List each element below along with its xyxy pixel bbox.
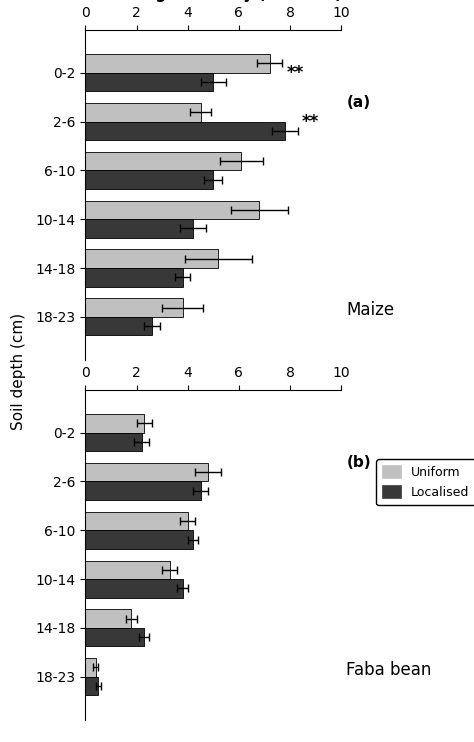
Bar [85,609,131,628]
Bar [85,200,259,219]
Bar [85,512,188,531]
Bar [85,73,213,91]
Bar [85,414,144,433]
X-axis label: Root length density (cm cm⁻³): Root length density (cm cm⁻³) [84,0,342,2]
Bar [85,433,142,451]
Legend: Uniform, Localised: Uniform, Localised [376,459,474,505]
Bar [85,219,193,237]
Bar [85,249,219,268]
Bar [85,122,285,140]
Bar [85,579,182,597]
Bar [85,54,270,73]
Bar [85,463,208,482]
Bar [85,171,213,189]
Text: **: ** [301,113,319,131]
Text: (a): (a) [346,95,371,110]
Bar [85,658,96,677]
Bar [85,268,182,286]
Text: Soil depth (cm): Soil depth (cm) [11,312,27,430]
Bar [85,152,241,171]
Bar [85,531,193,549]
Bar [85,298,182,317]
Text: Maize: Maize [346,301,394,319]
Bar [85,677,98,695]
Text: Faba bean: Faba bean [346,661,432,679]
Bar [85,482,201,500]
Bar [85,560,170,579]
Text: **: ** [286,64,303,82]
Bar [85,628,144,646]
Text: (b): (b) [346,455,371,470]
Bar [85,103,201,122]
Bar [85,317,152,335]
